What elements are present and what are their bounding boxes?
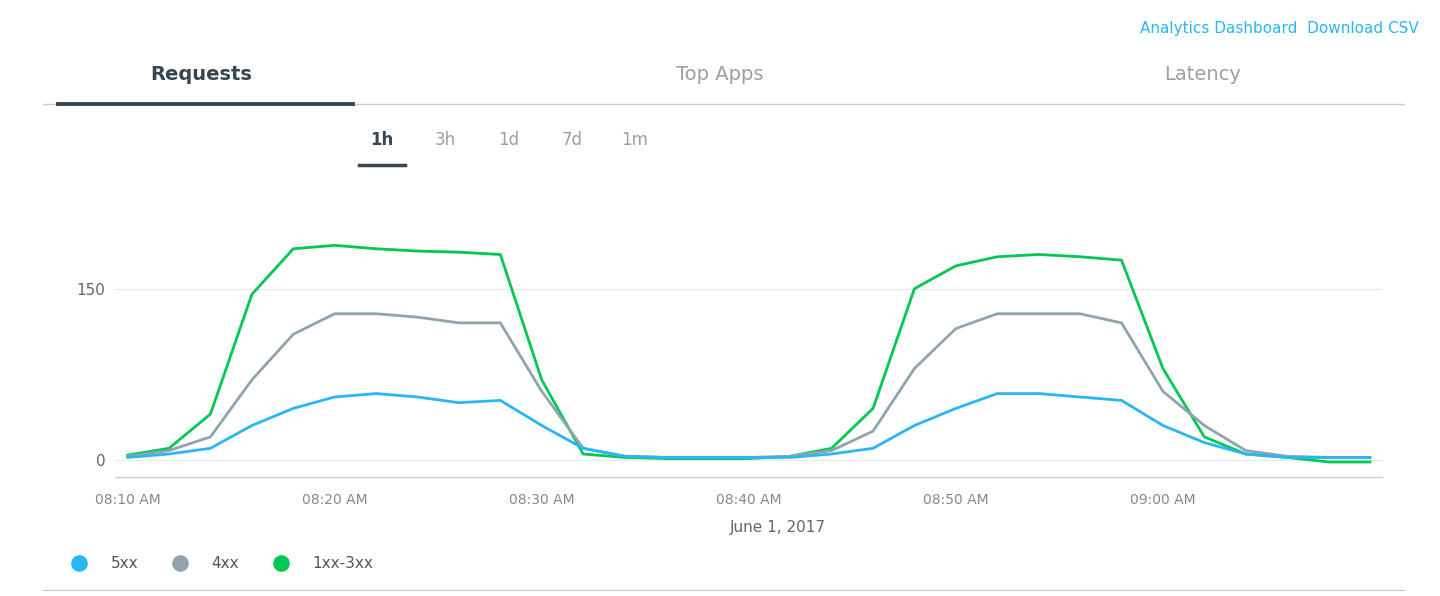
- Text: 3h: 3h: [435, 131, 455, 149]
- Text: 1m: 1m: [622, 131, 648, 149]
- Text: Analytics Dashboard  Download CSV: Analytics Dashboard Download CSV: [1139, 21, 1418, 36]
- Text: 1d: 1d: [498, 131, 518, 149]
- Text: 1h: 1h: [370, 131, 393, 149]
- Text: 1xx-3xx: 1xx-3xx: [312, 555, 373, 571]
- Text: 4xx: 4xx: [212, 555, 239, 571]
- Text: Requests: Requests: [151, 65, 252, 84]
- Point: [168, 558, 192, 568]
- Text: June 1, 2017: June 1, 2017: [730, 520, 825, 535]
- Text: 7d: 7d: [562, 131, 582, 149]
- Point: [269, 558, 292, 568]
- Text: 5xx: 5xx: [111, 555, 138, 571]
- Point: [68, 558, 91, 568]
- Text: Top Apps: Top Apps: [677, 65, 763, 84]
- Text: Latency: Latency: [1164, 65, 1241, 84]
